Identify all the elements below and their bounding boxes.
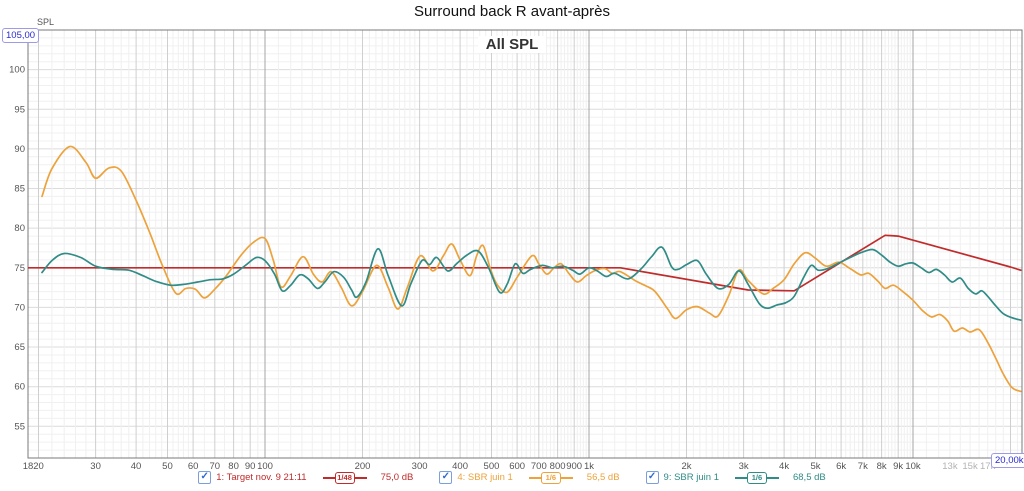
legend-item[interactable]: ✓ 9: SBR juin 1 1/6 68,5 dB xyxy=(645,471,826,484)
legend-item[interactable]: ✓ 1: Target nov. 9 21:11 1/48 75,0 dB xyxy=(198,471,413,484)
x-axis-right-limit-input[interactable]: 20,00k xyxy=(991,453,1024,468)
axis-tick-label: 80 xyxy=(14,223,25,234)
axis-tick-label: 7k xyxy=(858,461,868,472)
trace-line-icon xyxy=(528,476,541,479)
trace-line-icon xyxy=(322,476,335,479)
axis-tick-label: 9k xyxy=(893,461,903,472)
legend-trace-label: 4: SBR juin 1 xyxy=(457,472,513,483)
axis-tick-label: 3k xyxy=(739,461,749,472)
legend-checkbox[interactable]: ✓ xyxy=(198,471,212,484)
axis-tick-label: 50 xyxy=(162,461,173,472)
axis-tick-label: 800 xyxy=(550,461,566,472)
legend-checkbox[interactable]: ✓ xyxy=(645,471,659,484)
plot-border xyxy=(27,29,1023,459)
trace-line-icon xyxy=(354,476,367,479)
axis-tick-label: 60 xyxy=(188,461,199,472)
legend-trace-label: 9: SBR juin 1 xyxy=(663,472,719,483)
axis-tick-label: 400 xyxy=(452,461,468,472)
axis-tick-label: 300 xyxy=(412,461,428,472)
axis-tick-label: 8k xyxy=(877,461,887,472)
axis-tick-label: 95 xyxy=(14,104,25,115)
trace-2 xyxy=(41,145,1022,393)
smoothing-badge: 1/48 xyxy=(334,471,355,484)
trace-style-icon[interactable]: 1/6 xyxy=(734,471,779,484)
axis-tick-label: 80 xyxy=(228,461,239,472)
axis-tick-label: 600 xyxy=(509,461,525,472)
axis-tick-label: 4k xyxy=(779,461,789,472)
legend-checkbox[interactable]: ✓ xyxy=(439,471,453,484)
axis-tick-label: 55 xyxy=(14,421,25,432)
axis-tick-label: 17k xyxy=(980,461,996,472)
y-axis-title: SPL xyxy=(37,17,55,27)
axis-tick-label: 6k xyxy=(836,461,846,472)
axis-tick-label: 65 xyxy=(14,342,25,353)
smoothing-badge: 1/6 xyxy=(746,471,767,484)
axis-tick-label: 900 xyxy=(566,461,582,472)
axis-tick-label: 30 xyxy=(90,461,101,472)
axis-tick-label: 90 xyxy=(14,144,25,155)
axis-tick-label: 13k xyxy=(942,461,958,472)
legend-trace-label: 1: Target nov. 9 21:11 xyxy=(216,472,307,483)
axis-tick-label: 90 xyxy=(245,461,256,472)
trace-style-icon[interactable]: 1/6 xyxy=(528,471,573,484)
traces xyxy=(28,145,1022,393)
smoothing-badge: 1/6 xyxy=(540,471,561,484)
axis-tick-label: 2k xyxy=(682,461,692,472)
axis-tick-label: 100 xyxy=(257,461,273,472)
legend-value: 68,5 dB xyxy=(792,472,826,483)
axis-tick-label: 70 xyxy=(14,302,25,313)
axis-tick-label: 20 xyxy=(33,461,44,472)
trace-line-icon xyxy=(734,476,747,479)
axis-tick-label: 15k xyxy=(962,461,978,472)
trace-line-icon xyxy=(560,476,573,479)
axis-tick-label: 5k xyxy=(810,461,820,472)
axis-tick-label: 700 xyxy=(531,461,547,472)
legend-value: 75,0 dB xyxy=(380,472,414,483)
axis-tick-label: 75 xyxy=(14,263,25,274)
axis-tick-label: 200 xyxy=(355,461,371,472)
grid-vertical xyxy=(38,30,1018,458)
trace-3 xyxy=(41,246,1022,321)
legend-value: 56,5 dB xyxy=(586,472,620,483)
axis-tick-label: 40 xyxy=(131,461,142,472)
y-axis-top-limit-input[interactable]: 105,00 xyxy=(2,28,40,43)
axis-tick-label: 1k xyxy=(584,461,594,472)
trace-line-icon xyxy=(766,476,779,479)
axis-tick-label: 60 xyxy=(14,382,25,393)
axis-tick-label: 18 xyxy=(23,461,34,472)
axis-tick-label: 500 xyxy=(484,461,500,472)
axis-tick-label: 85 xyxy=(14,184,25,195)
legend-item[interactable]: ✓ 4: SBR juin 1 1/6 56,5 dB xyxy=(439,471,620,484)
grid-horizontal xyxy=(28,37,1022,451)
axis-tick-label: 10k xyxy=(905,461,921,472)
axis-tick-label: 100 xyxy=(9,65,25,76)
axis-tick-label: 70 xyxy=(210,461,221,472)
trace-style-icon[interactable]: 1/48 xyxy=(322,471,367,484)
page-title: Surround back R avant-après xyxy=(414,3,610,20)
trace-legend: ✓ 1: Target nov. 9 21:11 1/48 75,0 dB ✓ 4: SB… xyxy=(0,471,1024,484)
